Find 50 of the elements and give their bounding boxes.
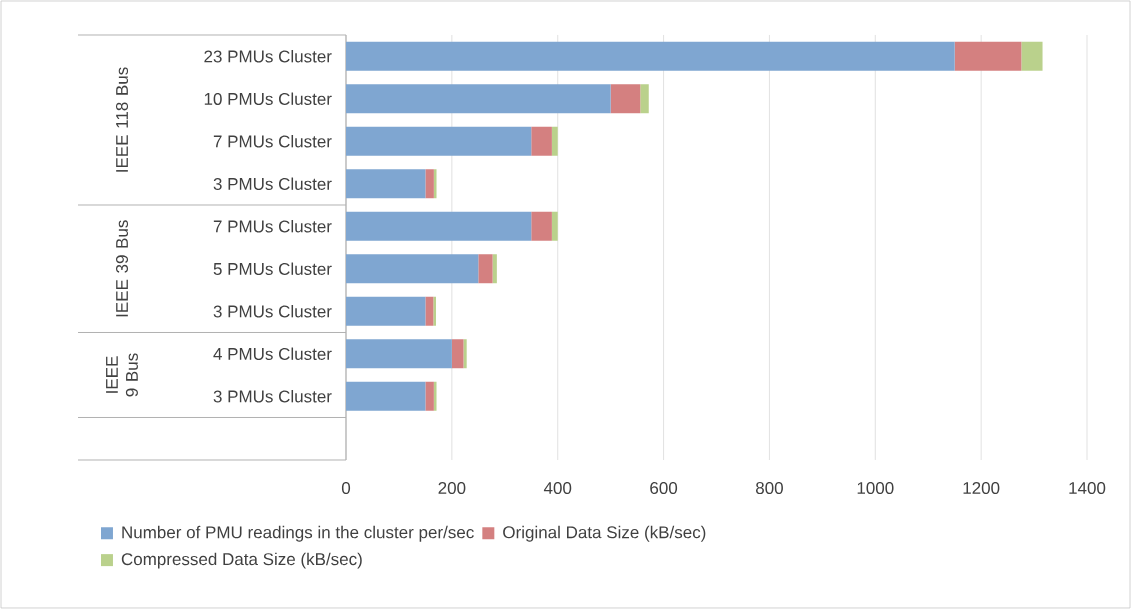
bar — [1021, 41, 1043, 71]
bar — [346, 169, 426, 199]
y-tick-label: 3 PMUs Cluster — [213, 305, 332, 318]
text: IEEE 118 Bus — [115, 67, 129, 172]
bar — [954, 41, 1022, 71]
bar — [433, 296, 436, 326]
bar — [425, 381, 434, 411]
y-tick-label: 23 PMUs Cluster — [204, 50, 332, 63]
x-tick-label: 200 — [438, 481, 466, 495]
bar — [610, 84, 641, 114]
legend-label: Number of PMU readings in the cluster per/sec — [122, 525, 474, 542]
y-tick-label: 3 PMUs Cluster — [213, 390, 332, 403]
bar — [531, 211, 552, 241]
y-tick-label: 5 PMUs Cluster — [213, 262, 332, 275]
y-tick-label: 7 PMUs Cluster — [213, 220, 332, 233]
bar — [346, 211, 532, 241]
text: IEEE 39 Bus — [115, 220, 129, 317]
bar — [346, 254, 479, 284]
y-tick-label: 4 PMUs Cluster — [213, 347, 332, 360]
x-tick-label: 600 — [650, 481, 678, 495]
text: IEEE 9 Bus — [106, 353, 138, 397]
bar — [433, 169, 437, 199]
bar — [346, 339, 452, 369]
bar — [346, 84, 611, 114]
bar — [463, 339, 467, 369]
bar — [433, 381, 437, 411]
y-tick-label: 7 PMUs Cluster — [213, 135, 332, 148]
bar — [346, 296, 426, 326]
x-tick-label: 1400 — [1069, 481, 1106, 495]
y-tick-label: 3 PMUs Cluster — [213, 177, 332, 190]
bar — [531, 126, 552, 156]
legend-label: Compressed Data Size (kB/sec) — [121, 552, 362, 569]
y-tick-label: 10 PMUs Cluster — [204, 92, 332, 105]
bar — [425, 296, 434, 326]
x-tick-label: 800 — [755, 481, 783, 495]
x-tick-label: 1200 — [963, 481, 1000, 495]
legend-label: Original Data Size (kB/sec) — [503, 525, 706, 542]
bar — [492, 254, 497, 284]
bar — [346, 126, 532, 156]
x-tick-label: 0 — [341, 481, 351, 495]
bar — [551, 126, 558, 156]
bar — [451, 339, 464, 369]
x-tick-label: 400 — [543, 481, 572, 495]
bar — [478, 254, 493, 284]
bar — [551, 211, 558, 241]
x-tick-label: 1000 — [857, 481, 894, 495]
bar — [640, 84, 649, 114]
bar — [425, 169, 434, 199]
bar — [346, 381, 426, 411]
bar — [346, 41, 955, 71]
